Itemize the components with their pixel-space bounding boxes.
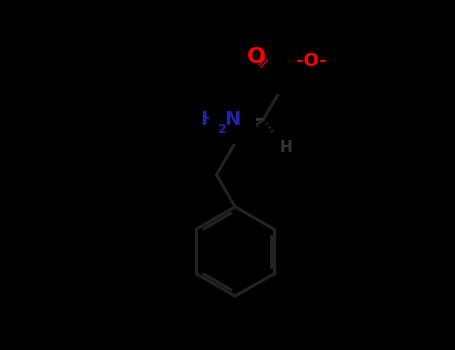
Text: ||: || xyxy=(256,56,269,70)
Text: N: N xyxy=(224,110,241,129)
Polygon shape xyxy=(222,116,263,126)
Text: H: H xyxy=(280,140,293,155)
Text: -O-: -O- xyxy=(296,52,327,70)
Text: 2: 2 xyxy=(218,123,227,136)
Text: H: H xyxy=(200,110,217,129)
Text: O: O xyxy=(247,47,266,67)
